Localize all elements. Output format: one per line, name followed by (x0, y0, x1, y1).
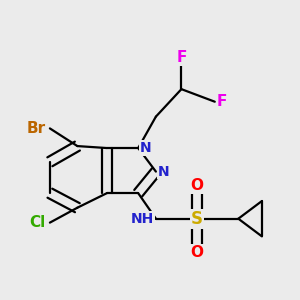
Text: F: F (217, 94, 227, 109)
Text: O: O (190, 178, 204, 193)
Text: NH: NH (131, 212, 154, 226)
Text: Br: Br (27, 121, 46, 136)
Text: Cl: Cl (30, 215, 46, 230)
Text: F: F (176, 50, 187, 65)
Text: S: S (191, 210, 203, 228)
Text: O: O (190, 244, 204, 260)
Text: N: N (140, 141, 152, 155)
Text: N: N (158, 165, 170, 178)
